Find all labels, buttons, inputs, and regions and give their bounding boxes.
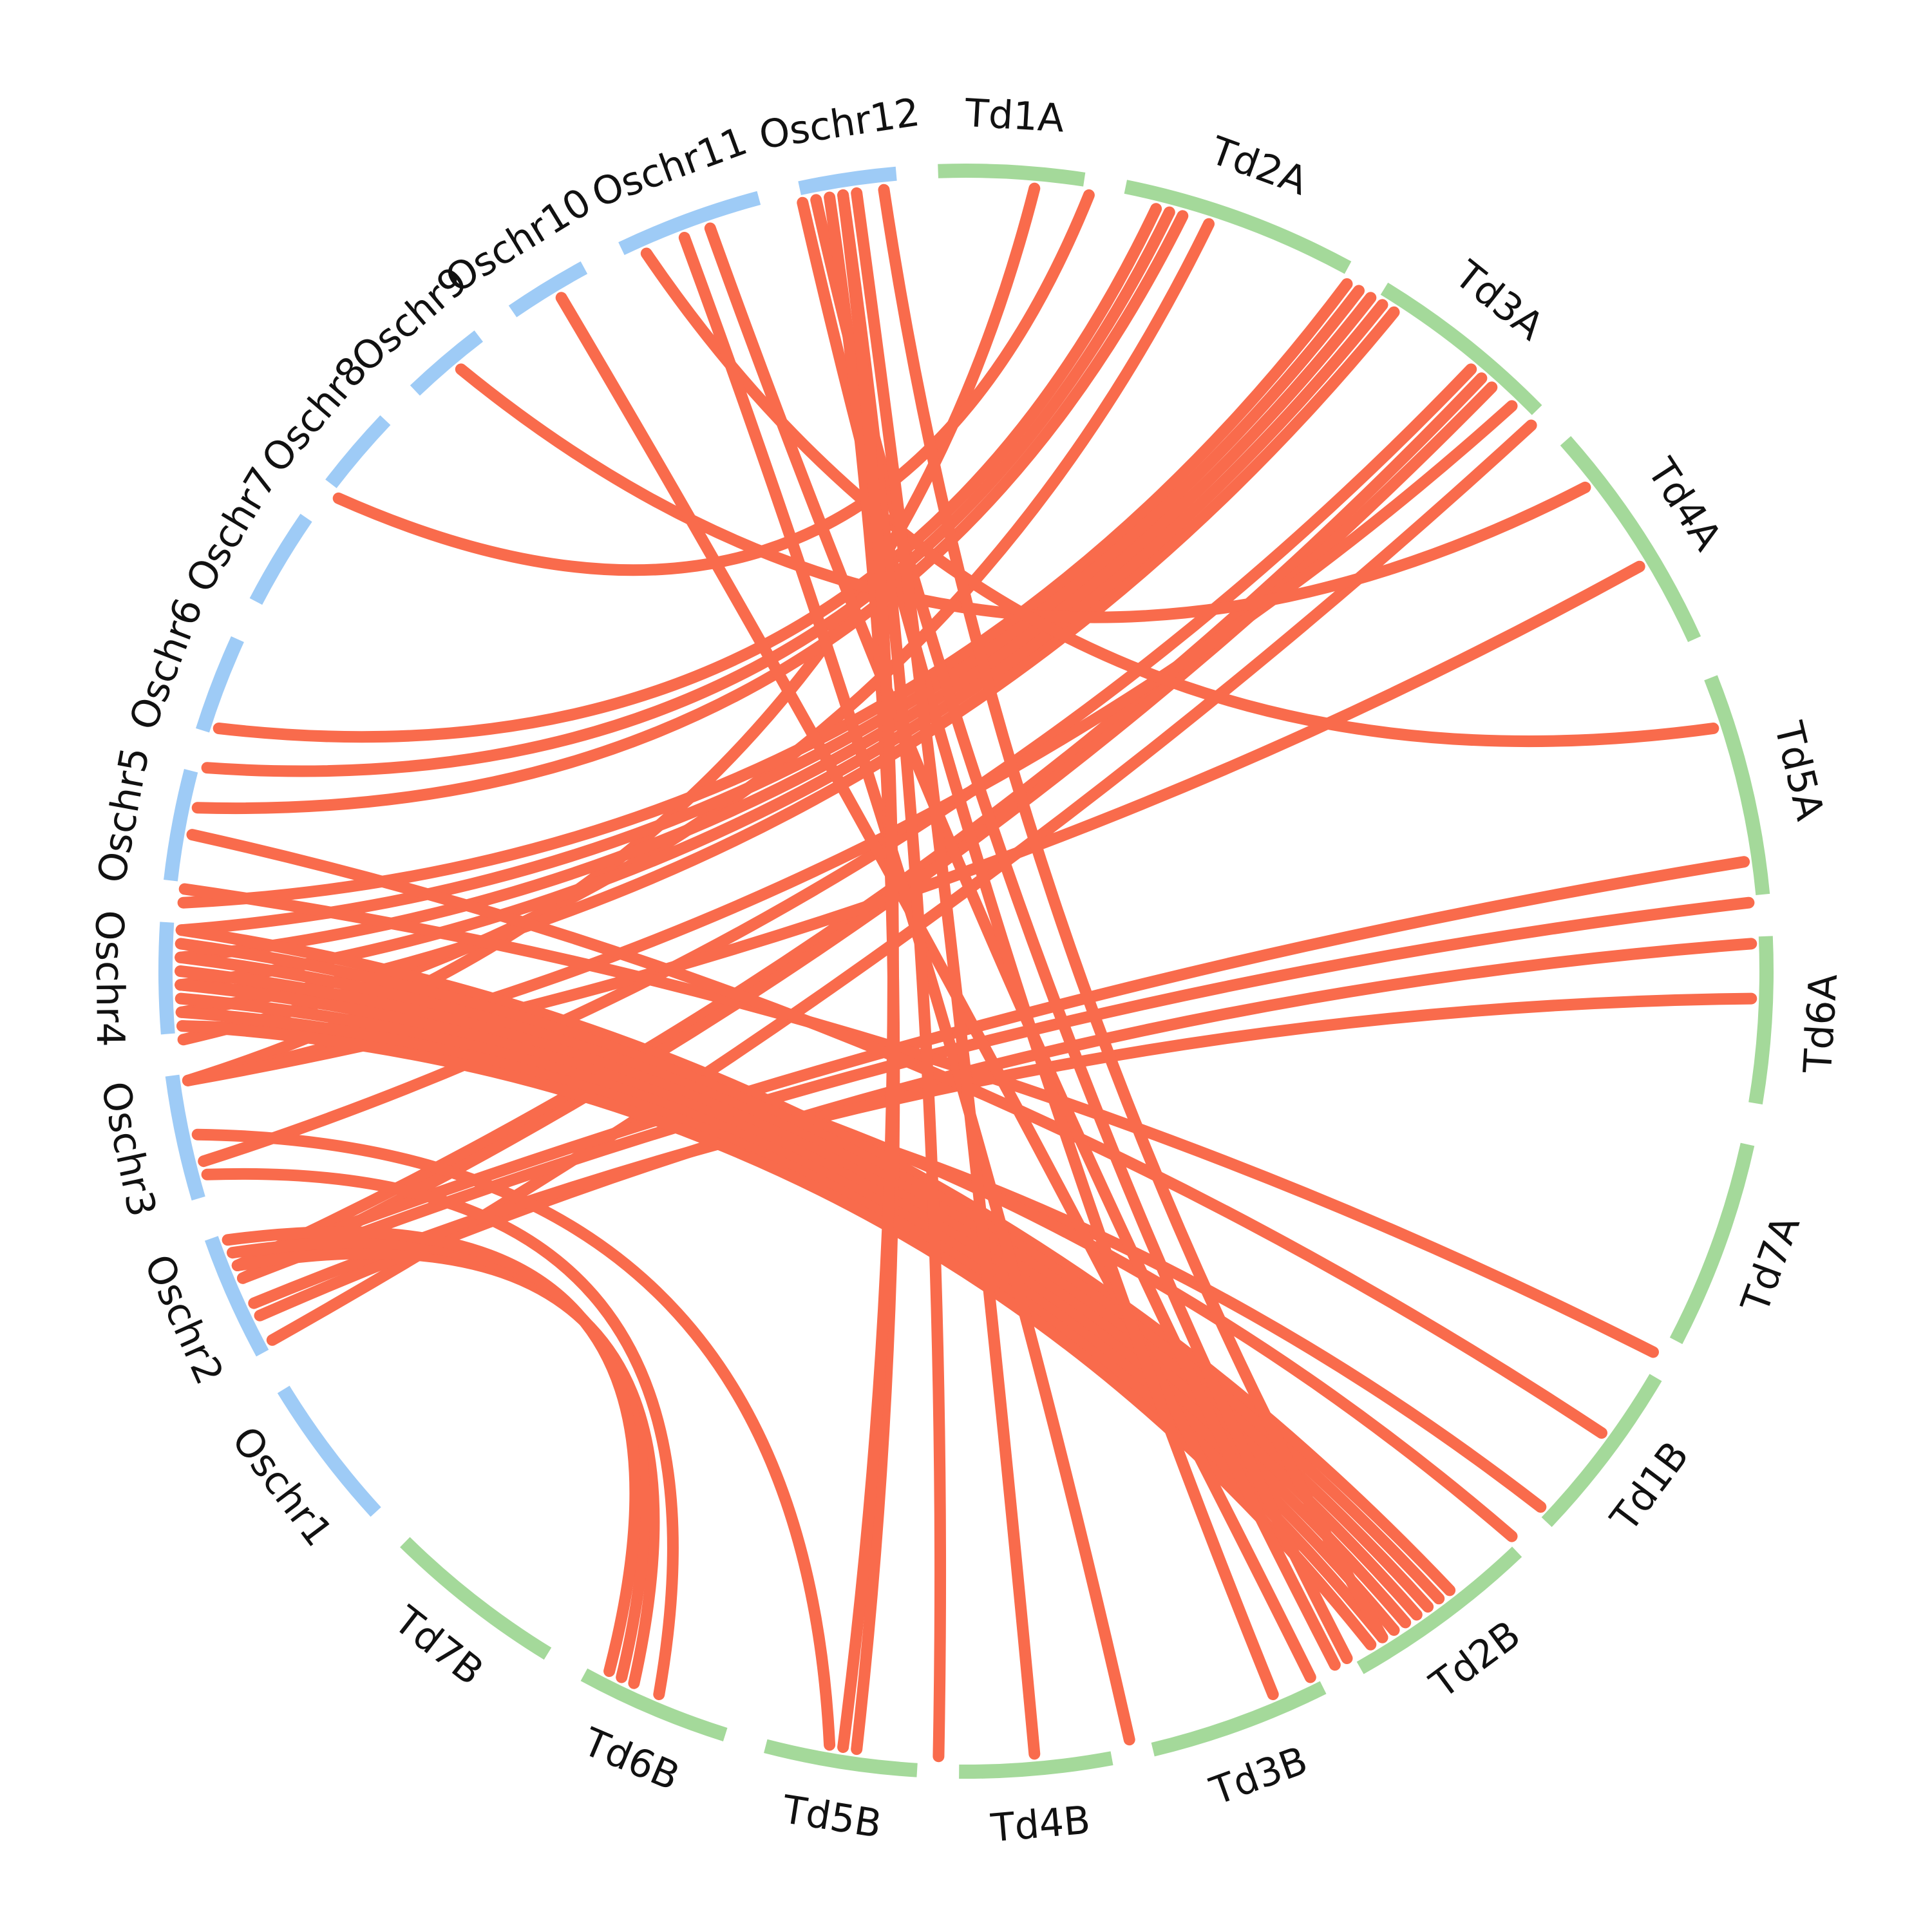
chromosome-label-td6a: Td6A <box>1795 972 1846 1075</box>
synteny-link <box>201 206 1175 777</box>
synteny-links <box>175 182 1757 1763</box>
synteny-link <box>851 187 1041 1760</box>
chromosome-arc-oschr3 <box>165 1074 205 1201</box>
chromosome-label-td7a: Td7A <box>1732 1210 1809 1320</box>
chromosome-arc-td6a <box>1748 936 1774 1105</box>
chromosome-arc-td2b <box>1356 1546 1522 1674</box>
chromosome-label-td3b: Td3B <box>1204 1738 1314 1815</box>
chromosome-arc-oschr9 <box>410 330 483 396</box>
chromosome-arc-td6b <box>580 1668 728 1741</box>
synteny-link <box>455 363 1591 623</box>
chromosome-ideograms <box>158 164 1774 1779</box>
synteny-link <box>175 965 1423 1621</box>
chromosome-arc-td5b <box>764 1739 918 1777</box>
synteny-link <box>175 306 1400 1018</box>
synteny-link <box>640 247 1719 747</box>
chromosome-arc-td3a <box>1380 282 1542 415</box>
chromosome-label-oschr4: Oschr4 <box>86 910 133 1047</box>
chromosome-arc-oschr1 <box>277 1385 381 1517</box>
chromosome-label-td5b: Td5B <box>779 1787 884 1847</box>
chromosome-arc-oschr4 <box>158 922 175 1035</box>
chromosome-arc-oschr12 <box>798 166 897 195</box>
synteny-link <box>227 1236 650 1683</box>
chromosome-label-td2a: Td2A <box>1204 128 1314 205</box>
chromosome-label-td4a: Td4A <box>1638 450 1730 558</box>
synteny-link <box>555 292 1316 1683</box>
synteny-link <box>177 278 1353 909</box>
synteny-link <box>175 285 1365 936</box>
synteny-link <box>837 189 899 1753</box>
synteny-link <box>175 992 1400 1636</box>
chromosome-arc-oschr6 <box>196 636 244 733</box>
synteny-link <box>178 883 1659 1358</box>
chromosome-arc-td3b <box>1151 1681 1327 1757</box>
chromosome-label-oschr6: Oschr6 <box>121 592 212 736</box>
chromosome-arc-td7b <box>400 1537 552 1660</box>
synteny-link <box>175 924 1456 1596</box>
chromosome-arc-oschr2 <box>204 1236 269 1357</box>
chromosome-arc-td1a <box>938 164 1086 187</box>
chromosome-label-td6b: Td6B <box>576 1719 686 1800</box>
synteny-link <box>191 210 1189 815</box>
chromosome-label-oschr10: Oschr10 <box>438 180 599 303</box>
chromosome-arc-td2a <box>1124 180 1352 274</box>
chromosome-label-td1a: Td1A <box>963 91 1066 142</box>
synteny-link <box>175 951 1434 1613</box>
chromosome-arc-td7a <box>1669 1142 1755 1345</box>
synteny-link <box>878 184 1388 1643</box>
synteny-link <box>176 1020 1377 1651</box>
chromosome-arc-td5a <box>1704 675 1770 895</box>
synteny-link <box>175 299 1388 991</box>
chromosome-label-oschr12: Oschr12 <box>756 90 922 158</box>
chromosome-arc-td4b <box>959 1751 1113 1779</box>
chromosome-arc-oschr7 <box>249 513 312 605</box>
chromosome-label-oschr5: Oschr5 <box>90 744 159 887</box>
synteny-link <box>191 1128 836 1751</box>
chromosome-label-td5a: Td5A <box>1765 717 1832 824</box>
chromosome-arc-oschr5 <box>164 769 198 882</box>
chromosome-arc-oschr8 <box>325 415 391 488</box>
synteny-link <box>704 222 1341 1671</box>
chromosome-label-td4b: Td4B <box>989 1797 1092 1851</box>
synteny-link <box>201 1168 679 1700</box>
chromosome-arc-oschr11 <box>618 191 761 256</box>
chromosome-arc-td1b <box>1541 1374 1662 1528</box>
synteny-link <box>231 856 1750 1271</box>
synteny-link <box>213 203 1162 743</box>
chromosome-label-oschr3: Oschr3 <box>92 1077 165 1220</box>
chromosome-arc-td4a <box>1560 436 1701 643</box>
synteny-link <box>678 232 1135 1746</box>
chromosome-arc-oschr10 <box>508 261 588 317</box>
synteny-link <box>222 1226 641 1677</box>
